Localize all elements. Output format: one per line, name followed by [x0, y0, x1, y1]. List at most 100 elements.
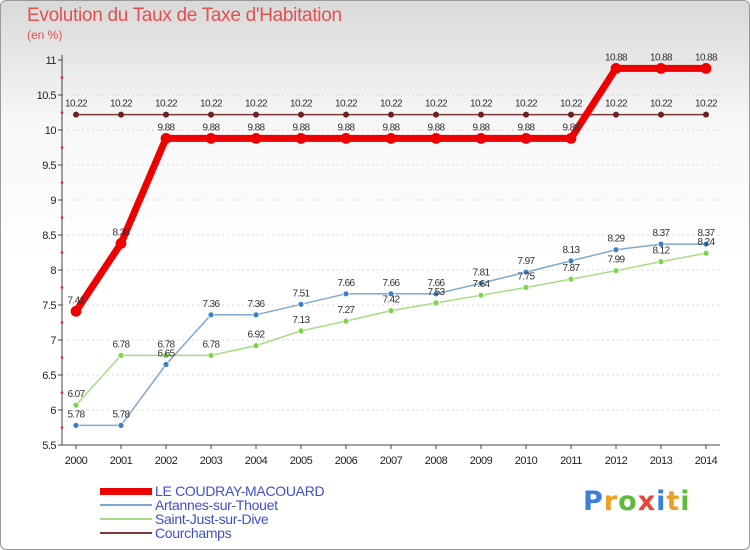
x-tick-label: 2001 [110, 455, 133, 467]
data-label: 7.66 [427, 278, 445, 289]
labels-0: 7.41 8.38 9.88 9.88 9.88 9.88 9.88 9.88 9.88 9.88… [67, 52, 718, 306]
data-point [475, 132, 487, 144]
data-label: 7.42 [382, 295, 400, 306]
series-3 [73, 111, 710, 118]
y-tick-label: 6.5 [42, 370, 56, 382]
legend-swatch [100, 487, 152, 495]
y-minor-tick [60, 251, 64, 254]
grid [62, 59, 720, 446]
data-point [520, 132, 532, 144]
data-label: 7.66 [382, 278, 400, 289]
logo-letter: i [656, 486, 667, 517]
y-tick-label: 10 [45, 125, 57, 137]
data-point [385, 132, 397, 144]
data-point [477, 291, 485, 299]
data-label: 6.78 [157, 339, 175, 350]
legend: LE COUDRAY-MACOUARD Artannes-sur-Thouet Sa… [100, 483, 420, 541]
logo-letter: P [583, 486, 604, 517]
y-minor-tick [60, 216, 64, 219]
data-point [207, 311, 215, 319]
data-point [72, 421, 80, 429]
legend-item: LE COUDRAY-MACOUARD [100, 483, 420, 499]
series-line [75, 252, 707, 406]
data-label: 9.88 [292, 122, 310, 133]
data-point [297, 300, 305, 308]
data-point [477, 111, 484, 118]
data-label: 7.41 [67, 295, 85, 306]
data-label: 6.78 [202, 339, 220, 350]
data-point [205, 132, 217, 144]
y-tick-label: 10.5 [37, 90, 57, 102]
y-tick-label: 9 [50, 195, 56, 207]
logo-letter: o [618, 486, 638, 517]
data-label: 7.27 [337, 305, 355, 316]
x-tick-label: 2012 [605, 455, 628, 467]
data-point [568, 111, 575, 118]
data-point [73, 111, 80, 118]
x-tick-label: 2011 [560, 455, 582, 467]
x-tick-label: 2010 [515, 455, 538, 467]
data-point [118, 111, 125, 118]
y-minor-tick [60, 391, 64, 394]
data-point [657, 240, 665, 248]
series-0 [70, 63, 712, 317]
data-point [612, 267, 620, 275]
data-label: 7.99 [607, 255, 625, 266]
x-tick-label: 2002 [155, 455, 178, 467]
data-label: 9.88 [427, 122, 445, 133]
data-label: 10.88 [605, 52, 628, 63]
x-tick-label: 2009 [470, 455, 493, 467]
data-point [207, 351, 215, 359]
data-label: 6.65 [157, 349, 175, 360]
legend-label: Artannes-sur-Thouet [155, 497, 278, 513]
data-point [702, 249, 710, 257]
data-label: 10.22 [200, 99, 223, 110]
data-point [655, 63, 667, 74]
data-point [387, 307, 395, 315]
data-label: 7.81 [472, 267, 490, 278]
data-label: 7.64 [472, 279, 490, 290]
logo-letter: x [637, 486, 657, 517]
y-tick-label: 8 [50, 265, 56, 277]
data-label: 6.92 [247, 330, 265, 341]
data-label: 9.88 [562, 122, 580, 133]
data-label: 7.36 [202, 299, 220, 310]
x-tick-label: 2006 [335, 455, 358, 467]
data-label: 9.88 [202, 122, 220, 133]
data-point [612, 246, 620, 254]
y-minor-tick [60, 286, 64, 289]
labels-2: 6.07 6.78 6.78 6.78 6.92 7.13 7.27 7.42 7.53 7.64… [67, 237, 716, 400]
x-tick-label: 2005 [290, 455, 313, 467]
x-tick-label: 2008 [425, 455, 448, 467]
data-label: 7.53 [427, 287, 445, 298]
data-label: 7.36 [247, 299, 265, 310]
y-minor-tick [60, 426, 64, 429]
data-point [252, 311, 260, 319]
data-label: 6.07 [67, 389, 85, 400]
data-point [658, 111, 665, 118]
x-tick-label: 2007 [380, 455, 403, 467]
data-point [387, 290, 395, 298]
series-1 [72, 240, 710, 429]
chart-title: Evolution du Taux de Taxe d'Habitation [27, 5, 342, 26]
data-point [342, 111, 349, 118]
data-label: 10.22 [605, 99, 628, 110]
data-label: 10.22 [110, 99, 133, 110]
data-point [250, 132, 262, 144]
data-label: 10.22 [380, 99, 403, 110]
data-label: 8.13 [562, 245, 580, 256]
data-point [432, 111, 439, 118]
data-label: 9.88 [382, 122, 400, 133]
y-minor-tick [60, 181, 64, 184]
data-point [252, 111, 259, 118]
data-label: 8.24 [697, 237, 715, 248]
data-point [162, 361, 170, 368]
data-label: 8.37 [697, 228, 715, 239]
data-point [567, 257, 575, 265]
data-point [567, 275, 575, 283]
y-tick-label: 9.5 [42, 160, 56, 172]
y-tick-label: 8.5 [42, 230, 56, 242]
data-label: 9.88 [472, 122, 490, 133]
data-label: 8.12 [652, 246, 670, 257]
